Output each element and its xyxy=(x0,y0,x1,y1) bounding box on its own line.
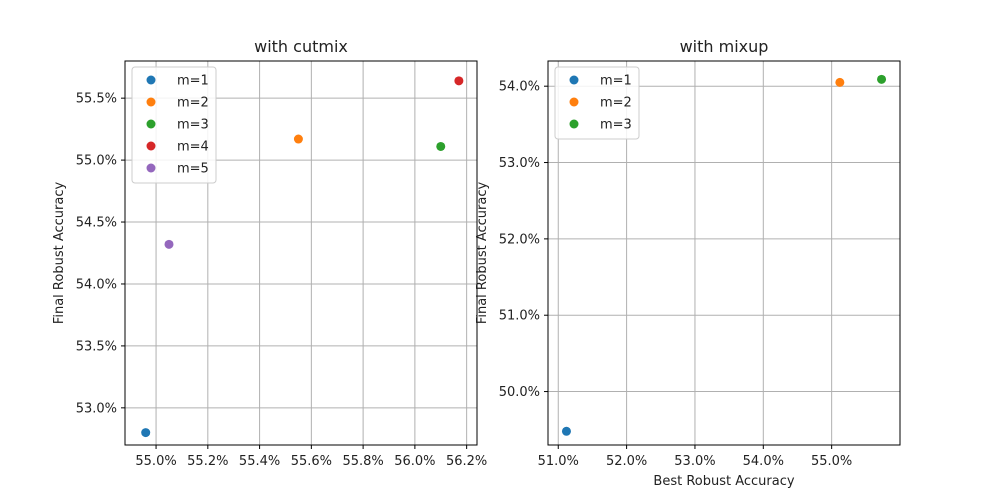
y-axis-label: Final Robust Accuracy xyxy=(475,182,490,325)
legend-label: m=1 xyxy=(600,74,632,89)
legend-marker xyxy=(146,119,156,129)
data-point xyxy=(877,74,887,84)
y-tick-label: 50.0% xyxy=(499,385,540,400)
chart-panel-1: 55.0% 55.2% 55.4% 55.6% 55.8% 56.0% 56.2% 53.0%… xyxy=(52,37,487,469)
x-tick-label: 51.0% xyxy=(538,454,579,469)
x-tick-label: 55.8% xyxy=(342,454,383,469)
legend-label: m=1 xyxy=(177,74,209,89)
legend-marker xyxy=(146,97,156,107)
x-tick-label: 55.0% xyxy=(811,454,852,469)
legend-box xyxy=(131,66,217,184)
y-tick-label: 55.0% xyxy=(76,154,117,169)
x-tick-label: 55.0% xyxy=(135,454,176,469)
y-tick-label: 52.0% xyxy=(499,232,540,247)
x-tick-label: 55.6% xyxy=(291,454,332,469)
legend-marker xyxy=(569,97,579,107)
chart-title: with cutmix xyxy=(254,37,348,56)
legend-marker xyxy=(146,141,156,151)
legend: m=1 m=2 m=3 xyxy=(554,66,640,140)
x-tick-label: 56.2% xyxy=(446,454,487,469)
data-point xyxy=(436,141,446,151)
legend-marker xyxy=(146,75,156,85)
data-point xyxy=(141,428,151,438)
data-point xyxy=(561,426,571,436)
legend-label: m=3 xyxy=(177,118,209,133)
legend-marker xyxy=(146,163,156,173)
x-tick-label: 56.0% xyxy=(394,454,435,469)
x-tick-label: 52.0% xyxy=(606,454,647,469)
y-tick-label: 55.5% xyxy=(76,92,117,107)
y-tick-label: 53.5% xyxy=(76,339,117,354)
x-tick-label: 55.2% xyxy=(187,454,228,469)
legend-label: m=5 xyxy=(177,162,209,177)
y-tick-label: 53.0% xyxy=(499,156,540,171)
legend-marker xyxy=(569,119,579,129)
y-tick-label: 54.0% xyxy=(76,277,117,292)
y-tick-label: 54.5% xyxy=(76,216,117,231)
x-tick-label: 54.0% xyxy=(743,454,784,469)
legend-label: m=2 xyxy=(177,96,209,111)
x-tick-label: 55.4% xyxy=(239,454,280,469)
x-axis-label: Best Robust Accuracy xyxy=(653,474,794,489)
y-tick-label: 54.0% xyxy=(499,80,540,95)
legend-label: m=4 xyxy=(177,140,209,155)
chart-panel-2: 51.0% 52.0% 53.0% 54.0% 55.0% 50.0% 51.0% 52.0%… xyxy=(475,37,901,489)
y-tick-label: 51.0% xyxy=(499,309,540,324)
legend: m=1 m=2 m=3 m=4 m=5 xyxy=(131,66,217,184)
data-point xyxy=(293,134,303,144)
data-point xyxy=(164,239,174,249)
data-point xyxy=(835,77,845,87)
y-tick-label: 53.0% xyxy=(76,401,117,416)
data-point xyxy=(454,76,464,86)
axes-frame xyxy=(124,60,478,446)
x-tick-label: 53.0% xyxy=(674,454,715,469)
legend-label: m=3 xyxy=(600,118,632,133)
legend-label: m=2 xyxy=(600,96,632,111)
axes-frame xyxy=(547,60,901,446)
chart-title: with mixup xyxy=(680,37,769,56)
y-axis-label: Final Robust Accuracy xyxy=(52,182,67,325)
legend-marker xyxy=(569,75,579,85)
